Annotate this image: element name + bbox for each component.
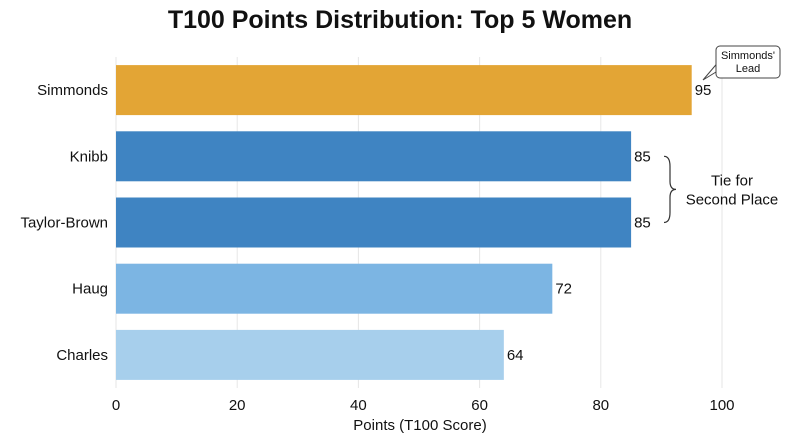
x-tick-label: 60: [471, 397, 488, 414]
bar-taylor-brown: [116, 197, 632, 248]
x-tick-label: 100: [709, 397, 734, 414]
x-tick-label: 0: [112, 397, 120, 414]
value-label: 64: [507, 347, 524, 364]
x-tick-label: 80: [592, 397, 609, 414]
labels: 0 20 40 60 80 100 Simmonds 95 Knibb 85 Taylor-Brow…: [20, 82, 734, 414]
category-label: Knibb: [70, 148, 108, 165]
x-tick-label: 40: [350, 397, 367, 414]
x-tick-label: 20: [229, 397, 246, 414]
bar-haug: [116, 263, 553, 314]
tie-annotation-line2: Second Place: [686, 191, 779, 208]
value-label: 85: [634, 215, 651, 232]
category-label: Haug: [72, 281, 108, 298]
annotations: Simmonds'Lead Tie for Second Place: [663, 45, 781, 224]
value-label: 85: [634, 148, 651, 165]
callout-text-line1: Simmonds': [721, 50, 775, 62]
bar-knibb: [116, 131, 632, 182]
category-label: Charles: [56, 347, 108, 364]
tie-bracket: [663, 155, 677, 224]
value-label: 72: [555, 281, 572, 298]
bars: [116, 65, 692, 380]
bar-simmonds: [116, 65, 692, 116]
callout-box: [715, 45, 781, 79]
bar-charles: [116, 329, 504, 380]
x-axis-title: Points (T100 Score): [353, 417, 486, 434]
callout-text-line2: Lead: [736, 63, 760, 75]
category-label: Taylor-Brown: [20, 215, 108, 232]
chart-title: T100 Points Distribution: Top 5 Women: [167, 6, 633, 34]
tie-annotation-line1: Tie for: [711, 172, 753, 189]
category-label: Simmonds: [37, 82, 108, 99]
value-label: 95: [695, 82, 712, 99]
